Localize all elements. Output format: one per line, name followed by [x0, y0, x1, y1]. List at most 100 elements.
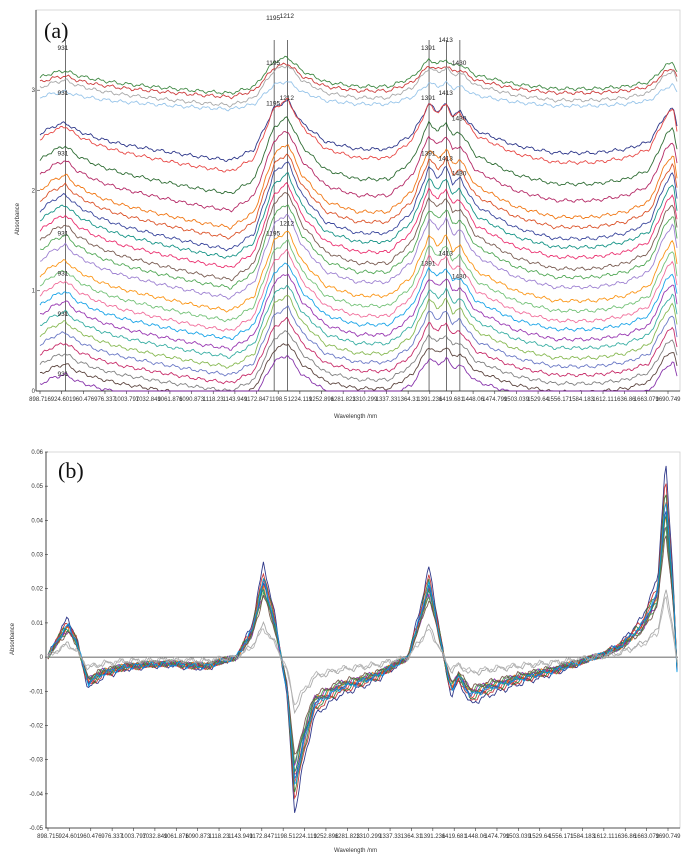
- spectrum-line: [39, 305, 678, 377]
- x-tick-label: 1584.183: [569, 397, 595, 403]
- x-tick-label: 1061.876: [164, 834, 190, 840]
- x-tick-label: 1252.896: [309, 397, 335, 403]
- panel-a-label: (a): [44, 18, 68, 43]
- panel-b-x-axis-label: Wavelength /nm: [334, 848, 377, 854]
- peak-label: 931: [58, 150, 69, 157]
- x-tick-label: 1636.86: [614, 397, 636, 403]
- spectrum-line: [39, 230, 678, 313]
- x-tick-label: 1503.039: [504, 397, 530, 403]
- peak-label: 1391: [421, 150, 436, 157]
- x-tick-label: 1448.06: [462, 397, 484, 403]
- x-tick-label: 1448.06: [465, 834, 487, 840]
- x-tick-label: 1419.681: [442, 834, 468, 840]
- peak-label: 1195: [266, 231, 280, 238]
- spectrum-line: [39, 161, 678, 252]
- spectrum-line: [39, 262, 678, 341]
- panel-b-y-axis-label: Absorbance: [10, 622, 16, 655]
- x-tick-label: 898.716: [29, 397, 51, 403]
- x-tick-label: 1474.799: [484, 834, 510, 840]
- x-tick-label: 1529.64: [527, 397, 549, 403]
- peak-label: 1413: [438, 251, 453, 258]
- peak-label: 931: [58, 231, 69, 238]
- panel-b-content: 898.715 924.601 960.476 976.3371003.7971032…: [29, 450, 681, 840]
- spectrum-line: [47, 515, 678, 773]
- spectrum-line: [47, 515, 678, 774]
- panel-a-content: 898.716 924.601 960.476 976.3371003.7971032…: [29, 13, 681, 403]
- x-tick-label: 1003.797: [114, 397, 140, 403]
- x-tick-label: 1391.236: [417, 397, 443, 403]
- spectrum-line: [47, 511, 678, 775]
- x-tick-label: 1198.5: [274, 834, 293, 840]
- panel-b-chart: (b) Wavelength /nm Absorbance 898.715 924…: [10, 450, 681, 854]
- spectrum-line: [39, 55, 678, 95]
- x-tick-label: 1364.31: [397, 397, 419, 403]
- peak-label: 1430: [452, 60, 467, 67]
- peak-label: 1430: [452, 115, 467, 122]
- x-tick-label: 898.715: [37, 834, 59, 840]
- peak-label: 1413: [438, 155, 453, 162]
- peak-label: 1195: [266, 60, 280, 67]
- spectrum-line: [47, 526, 678, 764]
- y-tick-label: -0.04: [29, 792, 43, 798]
- spectrum-line: [39, 316, 678, 385]
- peak-label: 931: [58, 311, 69, 318]
- peak-label: 1195: [266, 100, 280, 107]
- spectrum-line: [39, 182, 678, 269]
- peak-label: 1391: [421, 45, 436, 52]
- spectrum-line: [47, 494, 678, 793]
- peak-label: 1391: [421, 261, 436, 268]
- x-tick-label: 1337.33: [376, 397, 398, 403]
- peak-label: 1413: [438, 37, 453, 44]
- x-tick-label: 1556.171: [549, 834, 575, 840]
- peak-label: 1212: [280, 221, 295, 228]
- y-tick-label: 0.02: [31, 587, 43, 593]
- x-tick-label: 976.337: [94, 397, 116, 403]
- x-tick-label: 1474.799: [482, 397, 508, 403]
- x-tick-label: 1118.23: [209, 834, 230, 840]
- panel-a-x-axis-label: Wavelength /nm: [334, 414, 377, 420]
- spectrum-line: [39, 248, 678, 332]
- spectrum-line: [47, 483, 678, 800]
- peak-label: 1413: [438, 90, 453, 97]
- x-tick-label: 1556.171: [547, 397, 573, 403]
- spectrum-line: [47, 526, 678, 766]
- x-tick-label: 1636.86: [614, 834, 636, 840]
- spectrum-line: [39, 295, 678, 369]
- spectrum-line: [47, 465, 678, 813]
- spectrum-line: [47, 503, 678, 786]
- spectrum-line: [39, 153, 678, 240]
- spectrum-line: [47, 535, 678, 755]
- spectrum-line: [39, 116, 678, 195]
- y-tick-label: -0.01: [29, 689, 43, 695]
- x-tick-label: 1172.847: [244, 397, 269, 403]
- spectrum-line: [39, 204, 678, 290]
- x-tick-label: 1143.949: [228, 834, 253, 840]
- panel-a-chart: (a) Wavelength /nm Absorbance 898.716 924…: [15, 9, 681, 420]
- y-tick-label: 1: [32, 289, 36, 295]
- x-tick-label: 1612.11: [592, 397, 614, 403]
- peak-label: 1430: [452, 170, 467, 177]
- x-tick-label: 1281.823: [331, 397, 357, 403]
- x-tick-label: 924.601: [51, 397, 73, 403]
- x-tick-label: 1032.849: [136, 397, 162, 403]
- peak-label: 1212: [280, 95, 295, 102]
- peak-label: 1212: [280, 13, 295, 20]
- spectrum-line: [39, 213, 678, 300]
- spectrum-line: [39, 273, 678, 351]
- x-tick-label: 1198.5: [269, 397, 288, 403]
- spectrum-line: [39, 172, 678, 259]
- spectrum-line: [39, 131, 678, 213]
- x-tick-label: 1061.876: [157, 397, 183, 403]
- spectrum-line: [39, 343, 678, 392]
- peak-label: 1391: [421, 95, 436, 102]
- spectrum-line: [39, 285, 678, 359]
- peak-label: 1195: [266, 15, 280, 22]
- x-tick-label: 1310.299: [356, 834, 382, 840]
- spectrum-line: [39, 330, 678, 392]
- y-tick-label: 0: [32, 389, 36, 395]
- y-tick-label: 0.06: [31, 450, 43, 456]
- x-tick-label: 1663.079: [634, 834, 660, 840]
- x-tick-label: 1612.11: [593, 834, 615, 840]
- peak-label: 931: [58, 271, 69, 278]
